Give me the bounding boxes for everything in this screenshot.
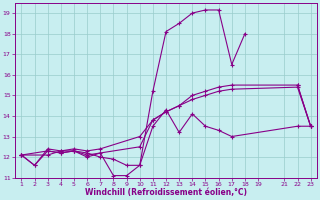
X-axis label: Windchill (Refroidissement éolien,°C): Windchill (Refroidissement éolien,°C) <box>85 188 247 197</box>
